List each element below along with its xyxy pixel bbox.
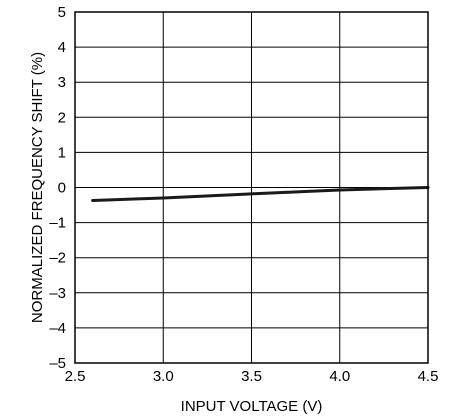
series-group	[91, 186, 430, 202]
y-tick-label: –3	[49, 285, 66, 302]
y-tick-label: –1	[49, 215, 66, 232]
y-tick-label: 5	[58, 4, 66, 21]
x-tick-label: 2.5	[65, 368, 86, 385]
x-tick-labels: 2.5 3.0 3.5 4.0 4.5	[65, 368, 439, 385]
x-tick-label: 3.0	[153, 368, 174, 385]
y-tick-labels: 5 4 3 2 1 0 –1 –2 –3 –4 –5	[49, 4, 66, 372]
y-tick-label: 2	[58, 109, 66, 126]
y-tick-label: 0	[58, 180, 66, 197]
x-tick-label: 4.5	[418, 368, 439, 385]
y-tick-label: 1	[58, 144, 66, 161]
y-tick-label: –2	[49, 250, 66, 267]
y-axis-title: NORMALIZED FREQUENCY SHIFT (%)	[29, 52, 46, 323]
y-tick-label: 4	[58, 39, 66, 56]
x-tick-label: 3.5	[241, 368, 262, 385]
y-tick-label: –4	[49, 320, 66, 337]
y-tick-label: 3	[58, 74, 66, 91]
x-tick-label: 4.0	[329, 368, 350, 385]
y-tick-label: –5	[49, 355, 66, 372]
plot-frame	[74, 11, 429, 364]
x-axis-title: INPUT VOLTAGE (V)	[181, 398, 323, 415]
series-line	[91, 186, 430, 202]
grid	[75, 12, 428, 363]
